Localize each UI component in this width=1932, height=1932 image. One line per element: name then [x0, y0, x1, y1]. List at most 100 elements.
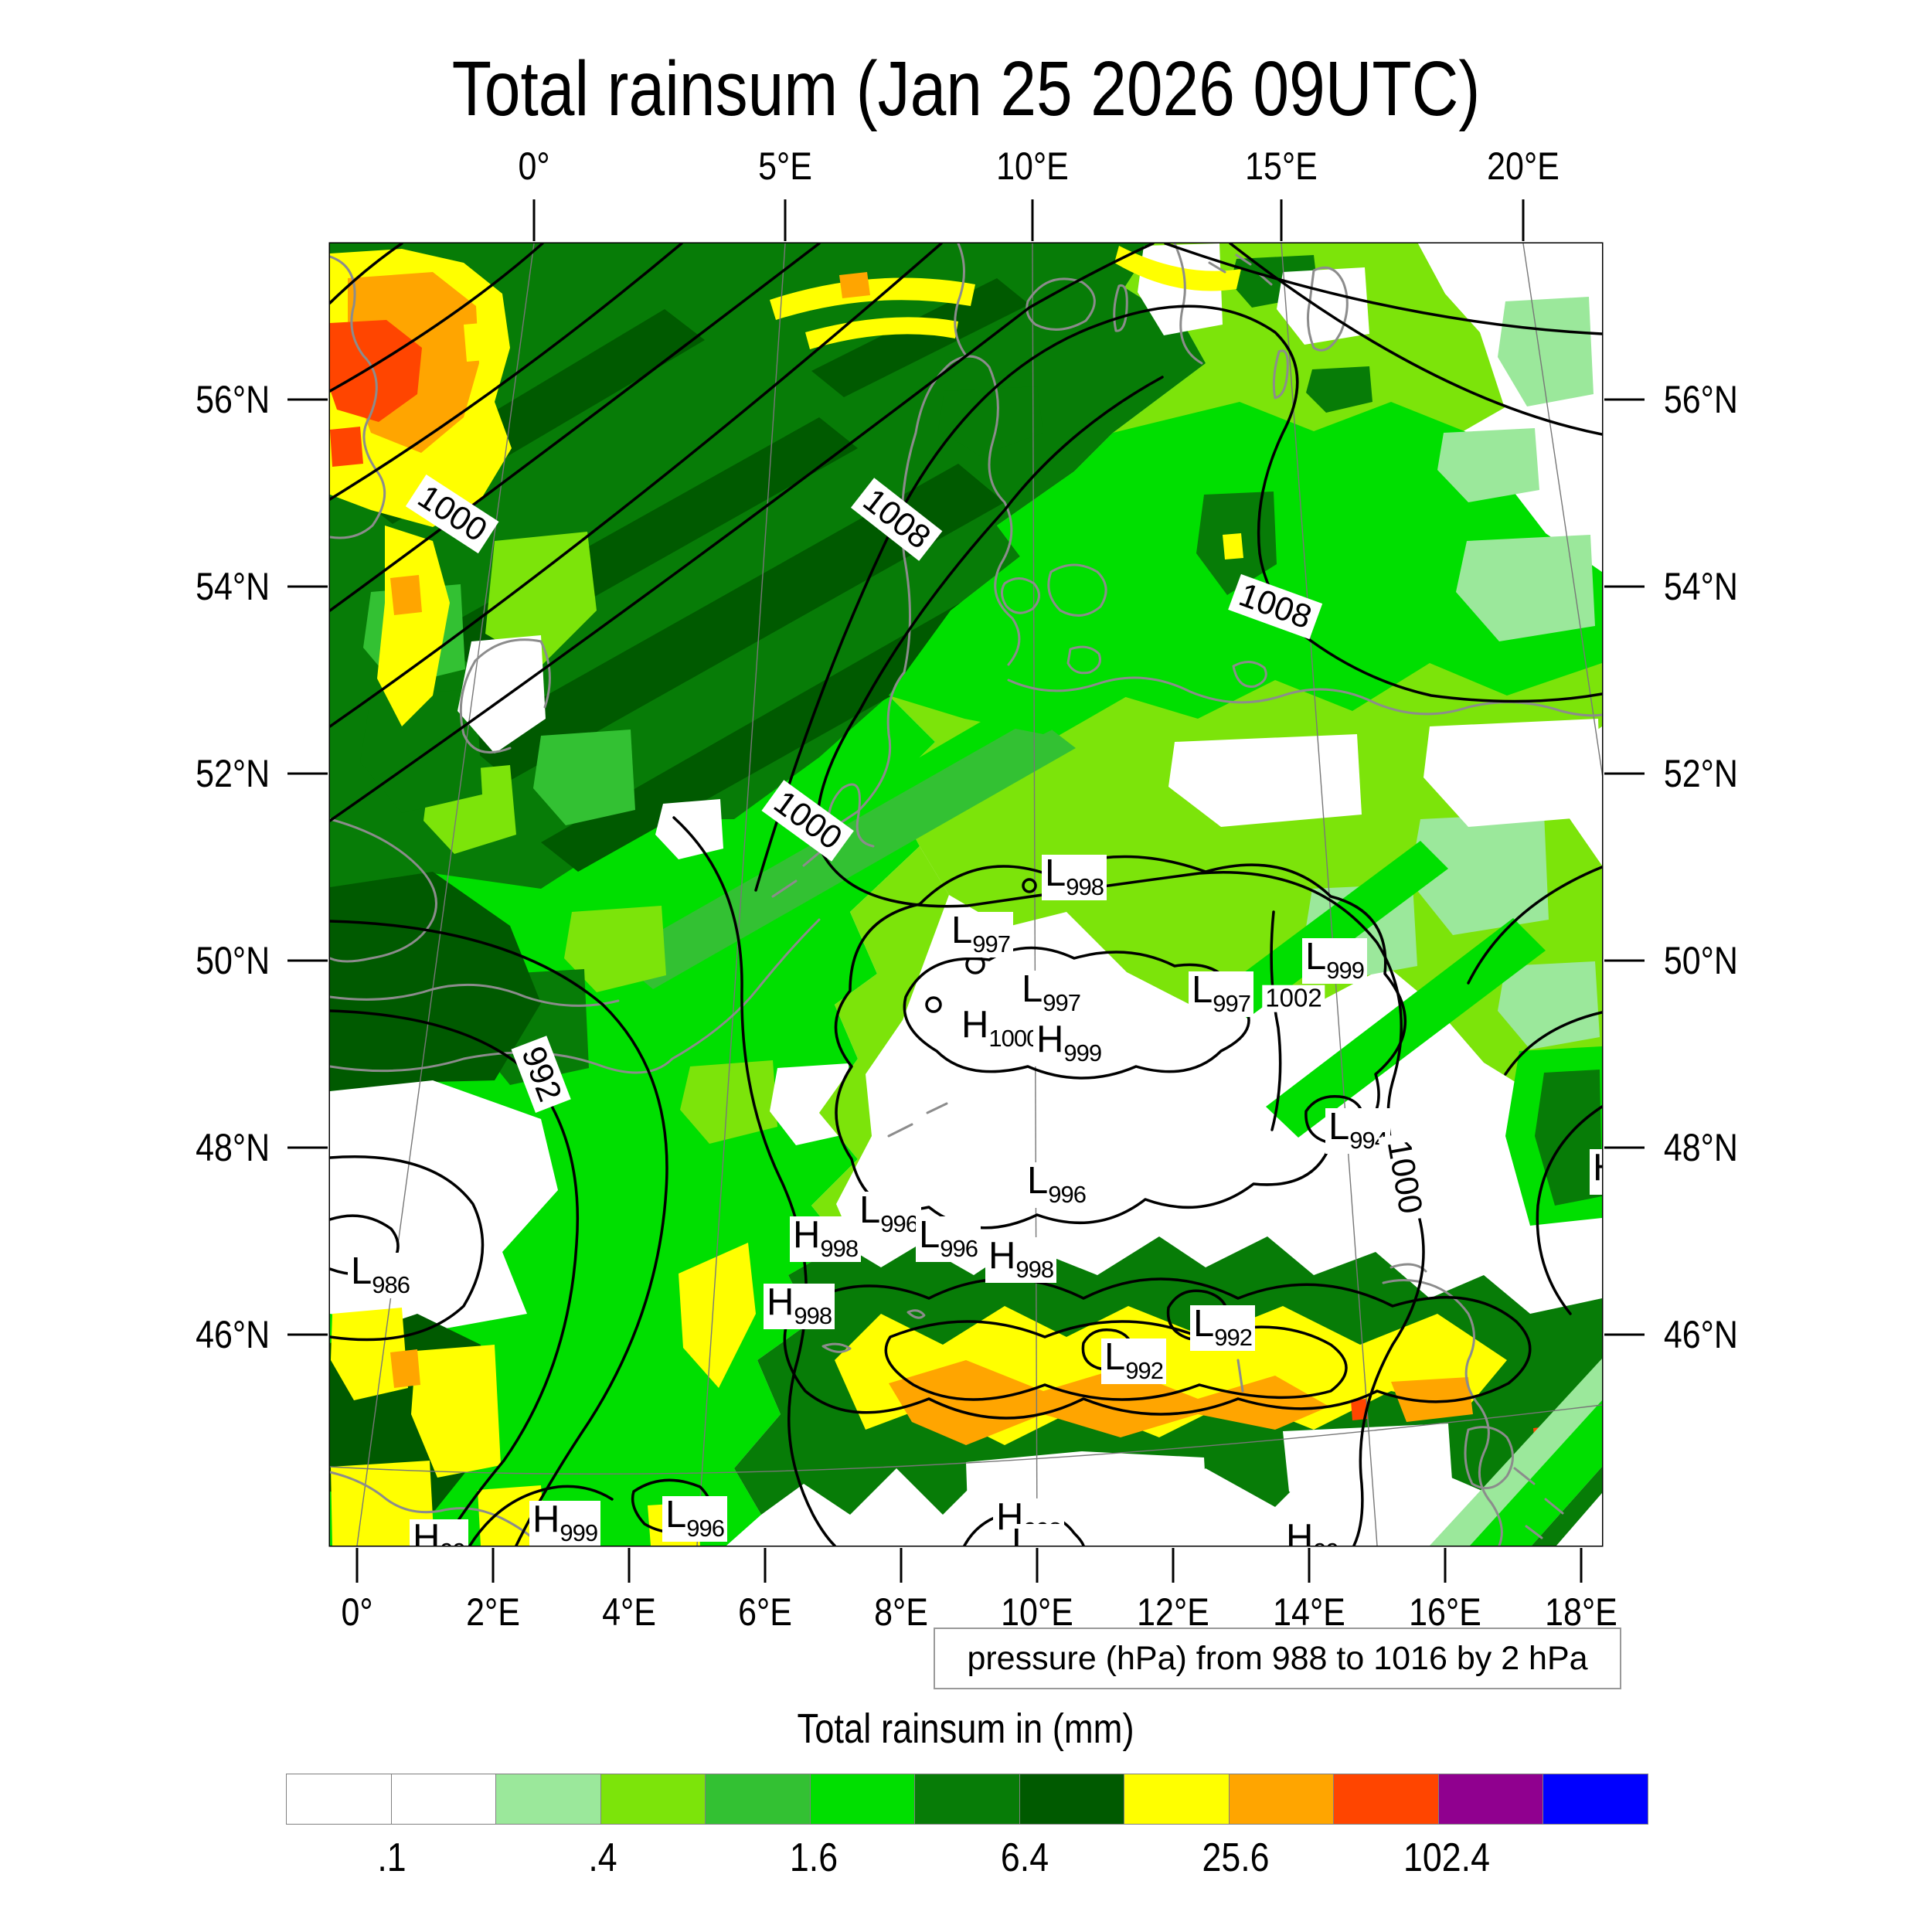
pressure-center-value: 998: [1066, 873, 1104, 900]
legend-title: Total rainsum in (mm): [0, 1705, 1932, 1753]
axis-label-bottom-text: 8°E: [874, 1590, 928, 1634]
pressure-center-l99: L99: [1009, 1524, 1061, 1546]
axis-label-top-text: 0°: [518, 145, 550, 188]
axis-label-bottom: 14°E: [1267, 1590, 1352, 1634]
colorbar-cell-5: [809, 1774, 915, 1825]
pressure-center-l997: L997: [1019, 971, 1083, 1016]
axis-label-left-text: 50°N: [196, 939, 270, 982]
colorbar-tick-label: 25.6: [1196, 1835, 1274, 1881]
axis-label-right-text: 54°N: [1663, 565, 1738, 608]
axis-label-bottom-text: 4°E: [602, 1590, 656, 1634]
coastlines: [330, 243, 1602, 1546]
axis-label-right-text: 48°N: [1663, 1126, 1738, 1169]
pressure-center-value: 997: [1213, 990, 1251, 1017]
axis-label-bottom-text: 10°E: [1001, 1590, 1073, 1634]
pressure-center-l996: L996: [916, 1216, 981, 1262]
pressure-center-l998: L998: [1042, 855, 1107, 900]
pressure-center-value: 996: [686, 1515, 725, 1542]
colorbar-cell-12: [1543, 1774, 1648, 1825]
axis-label-top: 5°E: [753, 144, 816, 189]
pressure-center-letter: L: [1022, 968, 1043, 1010]
axis-label-right-text: 56°N: [1663, 378, 1738, 421]
page-title-text: Total rainsum (Jan 25 2026 09UTC): [451, 46, 1481, 132]
pressure-center-value: 999: [1326, 957, 1365, 984]
pressure-center-l992: L992: [1101, 1338, 1166, 1384]
pressure-center-h998: H998: [790, 1216, 862, 1262]
pressure-center-value: 99: [440, 1538, 465, 1546]
axis-label-bottom: 8°E: [869, 1590, 932, 1634]
pressure-center-value: 997: [1043, 989, 1081, 1016]
axis-label-bottom-text: 16°E: [1409, 1590, 1481, 1634]
weather-map: L986 L998 L997 L997 L997 L999 H1000 H999 L994 L99…: [330, 243, 1602, 1546]
pressure-center-letter: L: [859, 1189, 881, 1231]
pressure-center-value: 999: [560, 1519, 598, 1546]
pressure-center-letter: H: [1036, 1019, 1064, 1060]
colorbar-cell-10: [1333, 1774, 1439, 1825]
pressure-center-value: 998: [794, 1302, 832, 1329]
axis-label-left-text: 52°N: [196, 752, 270, 795]
contour-label-1002: 1002: [1262, 985, 1325, 1012]
axis-label-left-text: 46°N: [196, 1313, 270, 1356]
colorbar-tick-text: .1: [376, 1835, 406, 1880]
pressure-center-value: 992: [1214, 1324, 1253, 1351]
axis-label-left: 52°N: [189, 751, 276, 796]
colorbar-cell-1: [390, 1774, 496, 1825]
pressure-center-letter: L: [1193, 1303, 1215, 1345]
axis-label-right-text: 50°N: [1663, 939, 1738, 982]
colorbar: [286, 1774, 1648, 1825]
axis-label-right-text: 46°N: [1663, 1313, 1738, 1356]
colorbar-cell-3: [600, 1774, 706, 1825]
axis-label-top: 15°E: [1240, 144, 1324, 189]
pressure-center-letter: L: [1328, 1106, 1350, 1148]
axis-label-right: 46°N: [1658, 1312, 1744, 1357]
pressure-center-h998: H998: [985, 1237, 1057, 1283]
pressure-center-h99: H99: [1283, 1519, 1342, 1546]
pressure-center-value: 99: [1032, 1543, 1058, 1546]
axis-label-right: 56°N: [1658, 377, 1744, 422]
axis-label-bottom: 0°: [338, 1590, 376, 1634]
pressure-center-l996: L996: [662, 1496, 727, 1542]
pressure-center-l996: L996: [1024, 1162, 1089, 1208]
map-canvas: [330, 243, 1602, 1546]
axis-label-bottom: 10°E: [995, 1590, 1080, 1634]
pressure-center-letter: L: [1192, 969, 1213, 1011]
axis-label-bottom-text: 12°E: [1137, 1590, 1209, 1634]
axis-label-top: 20°E: [1481, 144, 1566, 189]
pressure-center-value: 996: [880, 1210, 919, 1237]
axis-label-left: 46°N: [189, 1312, 276, 1357]
pressure-center-h999: H999: [529, 1498, 601, 1546]
colorbar-tick-label: .4: [586, 1835, 619, 1881]
pressure-center-letter: L: [1104, 1336, 1126, 1378]
colorbar-cell-0: [286, 1774, 392, 1825]
colorbar-cell-11: [1437, 1774, 1543, 1825]
pressure-center-value: 986: [372, 1271, 410, 1298]
colorbar-tick-text: .4: [587, 1835, 617, 1880]
pressure-center-letter: H: [532, 1498, 560, 1540]
colorbar-cell-7: [1019, 1774, 1124, 1825]
axis-label-top-text: 20°E: [1487, 145, 1560, 188]
axis-label-bottom: 6°E: [733, 1590, 796, 1634]
pressure-center-letter: L: [665, 1494, 687, 1536]
axis-label-right: 52°N: [1658, 751, 1744, 796]
axis-label-right: 54°N: [1658, 564, 1744, 609]
colorbar-cell-8: [1124, 1774, 1230, 1825]
pressure-center-letter: H: [767, 1281, 794, 1323]
pressure-center-value: 996: [1048, 1181, 1087, 1208]
pressure-center-h99: H99: [410, 1519, 468, 1546]
pressure-center-value: 997: [972, 930, 1011, 957]
axis-label-top: 0°: [515, 144, 553, 189]
pressure-center-l996: L996: [856, 1192, 921, 1237]
precip-field: [330, 243, 1602, 1546]
pressure-center-value: 998: [1015, 1256, 1054, 1283]
axis-label-bottom: 12°E: [1131, 1590, 1216, 1634]
pressure-caption-text: pressure (hPa) from 988 to 1016 by 2 hPa: [967, 1639, 1588, 1677]
colorbar-tick-label: .1: [375, 1835, 408, 1881]
axis-label-top: 10°E: [991, 144, 1075, 189]
axis-label-bottom-text: 2°E: [466, 1590, 520, 1634]
axis-label-bottom-text: 0°: [341, 1590, 373, 1634]
colorbar-cell-9: [1228, 1774, 1334, 1825]
pressure-center-value: 1000: [988, 1025, 1039, 1052]
axis-label-left-text: 56°N: [196, 378, 270, 421]
colorbar-tick-label: 6.4: [996, 1835, 1052, 1881]
legend-title-text: Total rainsum in (mm): [797, 1706, 1135, 1752]
